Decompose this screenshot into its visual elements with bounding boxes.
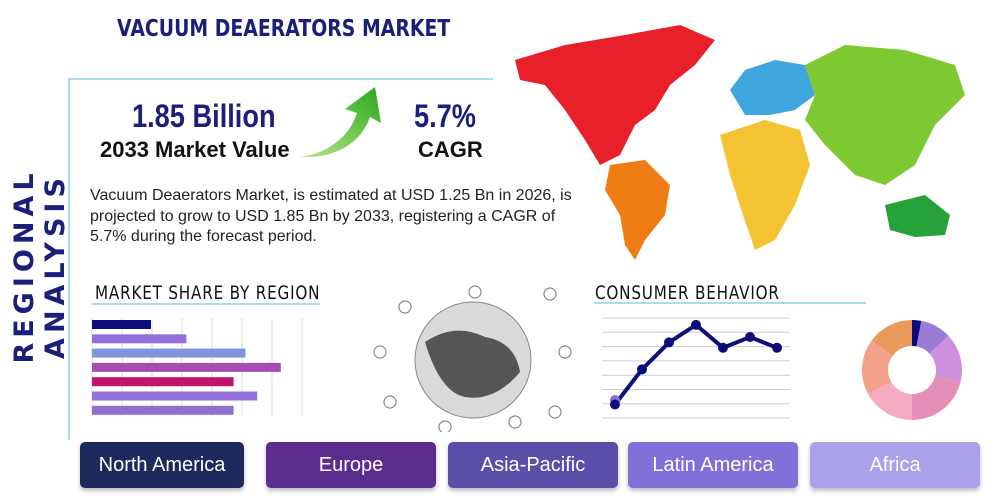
consumer-line-chart — [602, 317, 790, 419]
region-button-asia-pacific[interactable]: Asia-Pacific — [448, 442, 618, 488]
world-map — [515, 25, 965, 260]
donut-slice — [912, 375, 961, 420]
point — [772, 342, 782, 353]
point — [664, 337, 674, 348]
map-oceania — [885, 195, 950, 237]
cagr-value: 5.7% — [414, 98, 476, 134]
region-button-north-america[interactable]: North America — [80, 442, 244, 488]
donut-slice — [916, 320, 949, 354]
donut-slice — [929, 335, 962, 383]
market-share-bar-chart — [91, 318, 303, 416]
point — [745, 332, 755, 342]
point — [718, 342, 728, 353]
bar — [92, 405, 234, 415]
market-value: 1.85 Billion — [132, 98, 276, 134]
description: Vacuum Deaerators Market, is estimated a… — [90, 187, 572, 245]
market-value-label: 2033 Market Value — [100, 137, 290, 162]
map-north-america — [515, 25, 715, 165]
consumer-donut-chart — [862, 320, 962, 420]
bar — [92, 391, 258, 401]
globe-network-icon — [373, 285, 572, 432]
page-title: VACUUM DEAERATORS MARKET — [117, 16, 451, 42]
map-africa — [720, 120, 810, 250]
donut-slice — [871, 320, 912, 356]
bar — [92, 320, 151, 329]
donut-slice — [868, 381, 912, 420]
bar — [92, 348, 246, 358]
bar — [92, 334, 187, 344]
consumer-heading: CONSUMER BEHAVIOR — [595, 282, 780, 304]
map-south-america — [605, 160, 670, 260]
donut-slice — [912, 320, 922, 347]
bar — [92, 377, 234, 387]
side-title: REGIONAL ANALYSIS — [9, 168, 71, 364]
donut-slice — [862, 340, 893, 395]
growth-arrow-icon — [300, 87, 381, 158]
point — [691, 319, 701, 330]
map-europe — [730, 60, 815, 115]
point — [610, 399, 620, 410]
divider — [92, 303, 320, 305]
map-asia — [805, 45, 965, 185]
divider — [594, 302, 866, 304]
market-share-heading: MARKET SHARE BY REGION — [95, 282, 321, 304]
region-button-africa[interactable]: Africa — [810, 442, 980, 488]
frame-line — [68, 78, 493, 440]
region-button-latin-america[interactable]: Latin America — [628, 442, 798, 488]
region-button-europe[interactable]: Europe — [266, 442, 436, 488]
point — [637, 364, 647, 375]
cagr-label: CAGR — [418, 137, 483, 162]
bar — [92, 362, 281, 372]
